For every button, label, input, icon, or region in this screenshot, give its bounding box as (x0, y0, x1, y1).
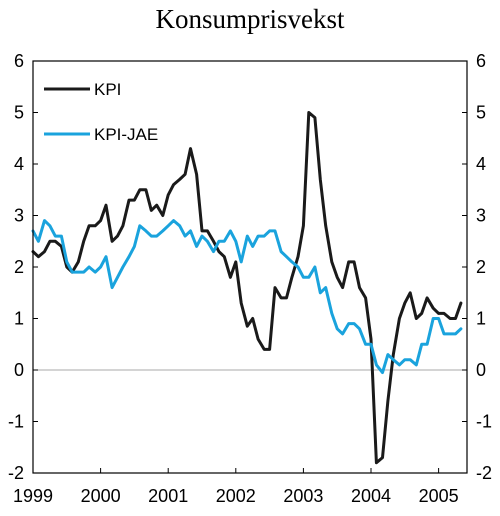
y-tick-label-right: 4 (476, 154, 486, 174)
y-tick-label-right: 5 (476, 103, 486, 123)
y-tick-label-left: 3 (14, 206, 24, 226)
series-line-kpi (31, 111, 463, 465)
x-tick-label: 2003 (283, 486, 323, 506)
y-tick-label-right: 6 (476, 51, 486, 71)
x-tick-label: 2002 (216, 486, 256, 506)
tick-layer: -2 -2 -1 -1 0 0 1 1 2 2 3 3 4 4 5 5 6 6 1999 2000 2001 2002 20… (8, 51, 492, 506)
y-tick-label-right: -2 (476, 463, 492, 483)
legend-label-kpi: KPI (94, 80, 121, 99)
y-tick-label-left: 4 (14, 154, 24, 174)
series-layer (31, 111, 463, 465)
x-tick-label: 2004 (351, 486, 391, 506)
y-tick-label-right: 0 (476, 360, 486, 380)
y-tick-label-right: 3 (476, 206, 486, 226)
y-tick-label-left: -1 (8, 412, 24, 432)
y-tick-label-right: -1 (476, 412, 492, 432)
legend: KPI KPI-JAE (44, 80, 158, 144)
x-tick-label: 2000 (81, 486, 121, 506)
legend-label-kpi-jae: KPI-JAE (94, 125, 158, 144)
x-tick-label: 2005 (419, 486, 459, 506)
chart-title: Konsumprisvekst (156, 4, 345, 34)
y-tick-label-right: 1 (476, 309, 486, 329)
plot-frame (32, 60, 468, 474)
y-tick-label-left: 6 (14, 51, 24, 71)
y-tick-label-left: 5 (14, 103, 24, 123)
x-tick-label: 2001 (148, 486, 188, 506)
series-line-kpi-jae (31, 219, 463, 375)
y-tick-label-left: 0 (14, 360, 24, 380)
y-tick-label-right: 2 (476, 257, 486, 277)
y-tick-label-left: 2 (14, 257, 24, 277)
y-tick-label-left: -2 (8, 463, 24, 483)
y-tick-label-left: 1 (14, 309, 24, 329)
x-tick-label: 1999 (13, 486, 53, 506)
